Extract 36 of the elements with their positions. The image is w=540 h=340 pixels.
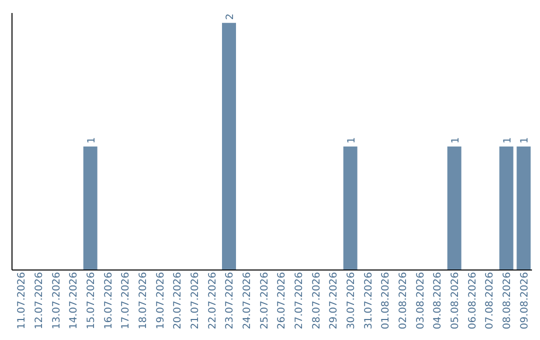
x-tick-label: 30.07.2026 bbox=[346, 272, 357, 330]
x-tick-label: 15.07.2026 bbox=[86, 272, 97, 330]
data-label: 1 bbox=[450, 137, 462, 144]
data-label: 1 bbox=[86, 137, 98, 144]
x-tick-label: 01.08.2026 bbox=[380, 272, 392, 330]
x-tick-label: 09.08.2026 bbox=[519, 272, 530, 330]
x-tick-label: 21.07.2026 bbox=[190, 272, 201, 330]
data-label: 1 bbox=[346, 137, 358, 144]
x-tick-label: 13.07.2026 bbox=[51, 272, 62, 330]
x-tick-label: 16.07.2026 bbox=[103, 272, 114, 330]
x-tick-label: 02.08.2026 bbox=[398, 272, 409, 330]
x-tick-label: 18.07.2026 bbox=[138, 272, 149, 330]
x-tick-label: 22.07.2026 bbox=[207, 272, 218, 330]
x-tick-label: 07.08.2026 bbox=[484, 272, 496, 330]
data-label: 1 bbox=[502, 137, 514, 144]
x-tick-label: 19.07.2026 bbox=[155, 272, 166, 330]
x-tick-label: 29.07.2026 bbox=[328, 272, 340, 330]
x-tick-label: 11.07.2026 bbox=[16, 272, 28, 330]
x-tick-label: 08.08.2026 bbox=[502, 272, 513, 330]
x-tick-label: 17.07.2026 bbox=[120, 272, 132, 330]
x-tick-label: 25.07.2026 bbox=[259, 272, 270, 330]
x-tick-label: 14.07.2026 bbox=[68, 272, 80, 330]
x-tick-label: 26.07.2026 bbox=[276, 272, 288, 330]
x-tick-label: 03.08.2026 bbox=[415, 272, 426, 330]
x-tick-label: 05.08.2026 bbox=[450, 272, 461, 330]
x-tick-label: 24.07.2026 bbox=[242, 272, 253, 330]
x-tick-label: 12.07.2026 bbox=[34, 272, 45, 330]
x-tick-label: 04.08.2026 bbox=[432, 272, 444, 330]
x-tick-label: 31.07.2026 bbox=[363, 272, 374, 330]
x-tick-label: 28.07.2026 bbox=[311, 272, 322, 330]
x-tick-label: 20.07.2026 bbox=[172, 272, 184, 330]
data-label: 2 bbox=[225, 14, 236, 20]
x-tick-label: 27.07.2026 bbox=[294, 272, 305, 330]
x-tick-label: 06.08.2026 bbox=[467, 272, 478, 330]
data-label: 1 bbox=[520, 137, 531, 144]
x-tick-label: 23.07.2026 bbox=[224, 272, 236, 330]
